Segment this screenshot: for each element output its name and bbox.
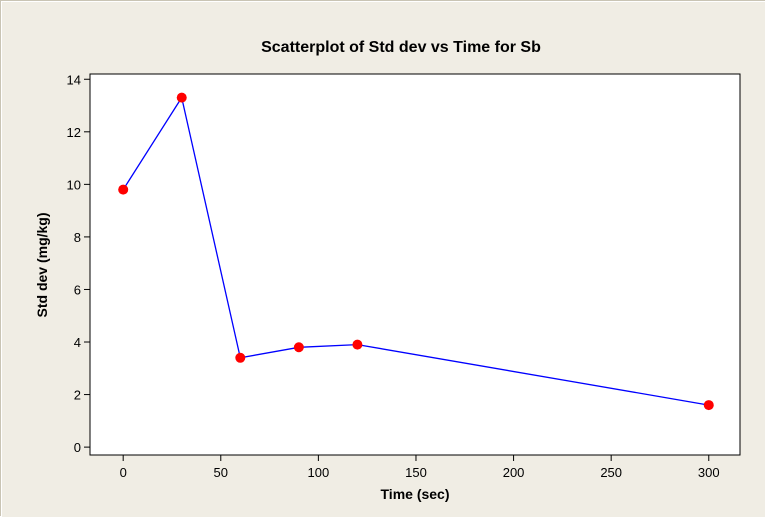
y-tick-label: 12 (67, 125, 81, 140)
x-tick-label: 300 (698, 465, 720, 480)
x-axis-ticks: 0 50 100 150 200 250 300 (120, 455, 720, 480)
y-tick-label: 6 (74, 282, 81, 297)
data-point (176, 92, 187, 103)
data-point (352, 339, 363, 350)
series-line (122, 95, 709, 406)
data-point (293, 342, 304, 353)
y-tick-label: 0 (74, 440, 81, 455)
x-tick-label: 250 (600, 465, 622, 480)
x-axis-label: Time (sec) (381, 486, 450, 502)
x-tick-label: 100 (308, 465, 330, 480)
data-point (703, 400, 714, 411)
y-tick-label: 14 (67, 72, 81, 87)
x-tick-label: 150 (405, 465, 427, 480)
y-axis-ticks: 0 2 4 6 8 10 12 14 (67, 72, 90, 455)
y-tick-label: 4 (74, 335, 81, 350)
data-point (118, 184, 129, 195)
y-tick-label: 10 (67, 177, 81, 192)
data-point (235, 352, 246, 363)
x-tick-label: 50 (214, 465, 228, 480)
plot-area (89, 73, 741, 456)
y-tick-label: 2 (74, 388, 81, 403)
y-axis-label: Std dev (mg/kg) (34, 212, 50, 317)
x-tick-label: 0 (120, 465, 127, 480)
series-layer (118, 92, 714, 411)
y-tick-label: 8 (74, 230, 81, 245)
chart-title: Scatterplot of Std dev vs Time for Sb (261, 39, 541, 56)
x-tick-label: 200 (503, 465, 525, 480)
